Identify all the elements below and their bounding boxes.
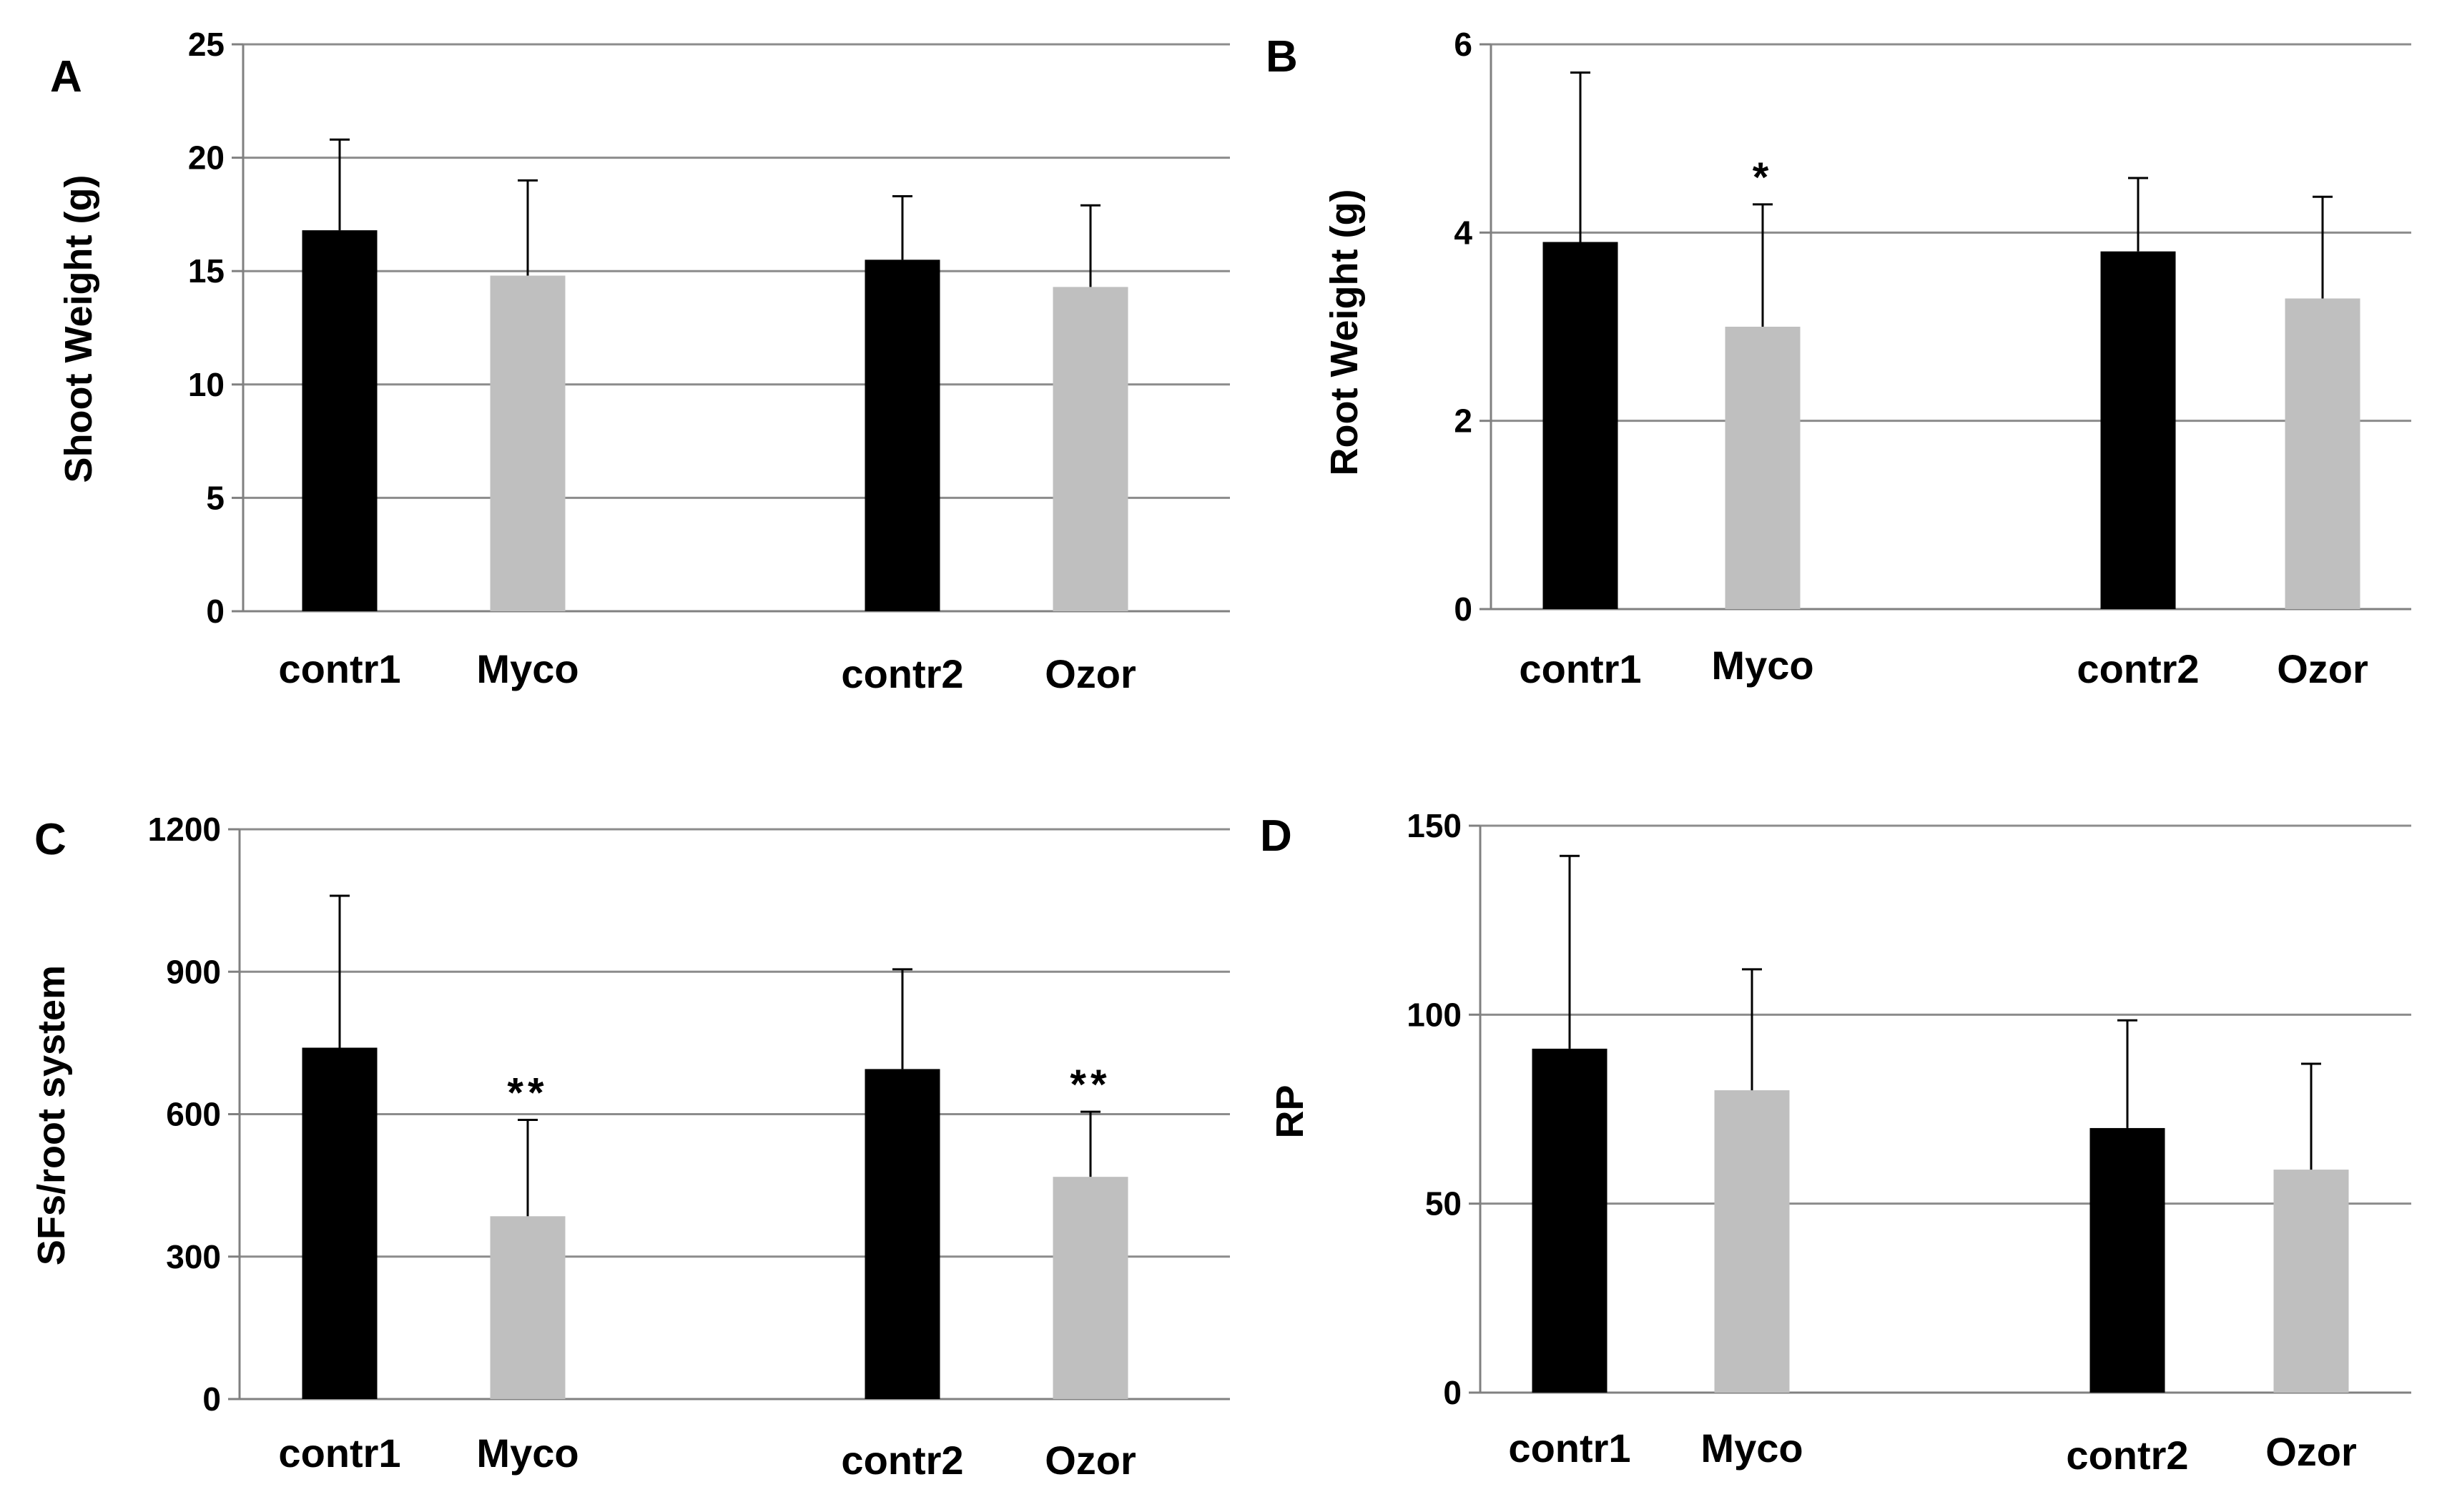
bar-ozor xyxy=(2273,1170,2349,1393)
y-tick-label: 0 xyxy=(202,1380,221,1418)
y-tick-label: 0 xyxy=(206,593,225,630)
bar-myco xyxy=(1725,327,1801,609)
category-label-contr2: contr2 xyxy=(2066,1433,2188,1478)
bar-ozor xyxy=(1053,287,1128,611)
y-tick-label: 4 xyxy=(1454,214,1472,251)
panel-letter: A xyxy=(50,52,82,102)
y-tick-label: 50 xyxy=(1425,1185,1462,1222)
category-label-myco: Myco xyxy=(476,646,579,691)
category-label-myco: Myco xyxy=(476,1431,579,1476)
y-tick-label: 900 xyxy=(166,953,221,990)
y-tick-label: 25 xyxy=(188,26,225,63)
y-axis-title: SFs/root system xyxy=(30,965,73,1265)
category-label-myco: Myco xyxy=(1700,1425,1803,1471)
y-tick-label: 15 xyxy=(188,252,225,290)
y-tick-label: 1200 xyxy=(148,811,221,848)
chart-panel-c: 0 300 600 900 1200 contr1 ** Myco contr2 ** Ozor C S… xyxy=(30,811,1230,1483)
category-label-contr2: contr2 xyxy=(2077,646,2199,691)
significance-marker: * xyxy=(1753,154,1773,201)
category-label-contr2: contr2 xyxy=(841,1438,963,1483)
y-tick-label: 0 xyxy=(1443,1374,1462,1411)
panel-letter: D xyxy=(1260,811,1292,861)
bar-myco xyxy=(490,1216,566,1399)
category-label-ozor: Ozor xyxy=(1045,1438,1136,1483)
y-tick-label: 6 xyxy=(1454,26,1472,63)
category-label-ozor: Ozor xyxy=(2265,1429,2357,1474)
panel-letter: C xyxy=(34,815,67,864)
chart-panel-d: 0 50 100 150 contr1 Myco contr2 Ozor D RP xyxy=(1260,807,2411,1478)
significance-marker: ** xyxy=(1070,1062,1111,1108)
y-tick-label: 10 xyxy=(188,366,225,403)
significance-marker: ** xyxy=(507,1069,548,1116)
y-tick-label: 150 xyxy=(1407,807,1462,844)
bar-ozor xyxy=(2285,298,2360,609)
bar-myco xyxy=(1714,1090,1790,1393)
y-tick-label: 0 xyxy=(1454,591,1472,628)
category-label-contr1: contr1 xyxy=(1508,1425,1630,1471)
y-tick-label: 100 xyxy=(1407,996,1462,1033)
bar-myco xyxy=(490,275,566,611)
category-label-contr1: contr1 xyxy=(1519,646,1641,691)
y-axis-title: RP xyxy=(1269,1084,1311,1138)
bar-contr2 xyxy=(2100,251,2176,609)
y-tick-label: 600 xyxy=(166,1096,221,1133)
category-label-ozor: Ozor xyxy=(1045,651,1136,696)
chart-panel-b: 0 2 4 6 contr1 * Myco contr2 Ozor B Root Weight (g… xyxy=(1266,26,2411,691)
bar-contr2 xyxy=(865,1069,940,1399)
bar-contr1 xyxy=(302,1047,378,1399)
y-tick-label: 300 xyxy=(166,1238,221,1275)
category-label-ozor: Ozor xyxy=(2277,646,2368,691)
category-label-contr2: contr2 xyxy=(841,651,963,696)
y-tick-label: 2 xyxy=(1454,402,1472,440)
category-label-contr1: contr1 xyxy=(278,1431,400,1476)
panel-letter: B xyxy=(1266,32,1298,81)
bar-ozor xyxy=(1053,1177,1128,1399)
bar-contr2 xyxy=(865,260,940,611)
bar-contr1 xyxy=(302,230,378,611)
y-axis-title: Root Weight (g) xyxy=(1323,189,1366,476)
bar-contr2 xyxy=(2089,1127,2165,1393)
y-axis-title: Shoot Weight (g) xyxy=(57,175,100,483)
y-tick-label: 5 xyxy=(206,479,225,516)
bar-contr1 xyxy=(1542,242,1618,609)
bar-contr1 xyxy=(1532,1048,1608,1393)
category-label-myco: Myco xyxy=(1711,643,1813,688)
category-label-contr1: contr1 xyxy=(278,646,400,691)
chart-panel-a: 0 5 10 15 20 25 contr1 Myco contr2 Ozor A Shoot Wei… xyxy=(50,26,1230,696)
y-tick-label: 20 xyxy=(188,139,225,177)
